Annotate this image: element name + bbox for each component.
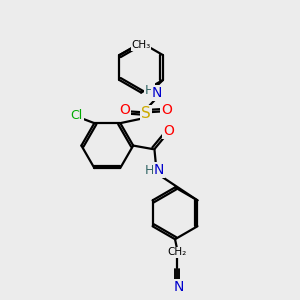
Text: H: H xyxy=(145,164,154,177)
Text: N: N xyxy=(152,86,162,100)
Text: CH₂: CH₂ xyxy=(168,248,187,257)
Text: S: S xyxy=(141,106,151,121)
Text: CH₃: CH₃ xyxy=(131,40,151,50)
Text: N: N xyxy=(154,163,164,177)
Text: Cl: Cl xyxy=(70,109,82,122)
Text: O: O xyxy=(161,103,172,117)
Text: H: H xyxy=(145,85,154,98)
Text: O: O xyxy=(119,103,130,117)
Text: O: O xyxy=(163,124,174,138)
Text: N: N xyxy=(174,280,184,294)
